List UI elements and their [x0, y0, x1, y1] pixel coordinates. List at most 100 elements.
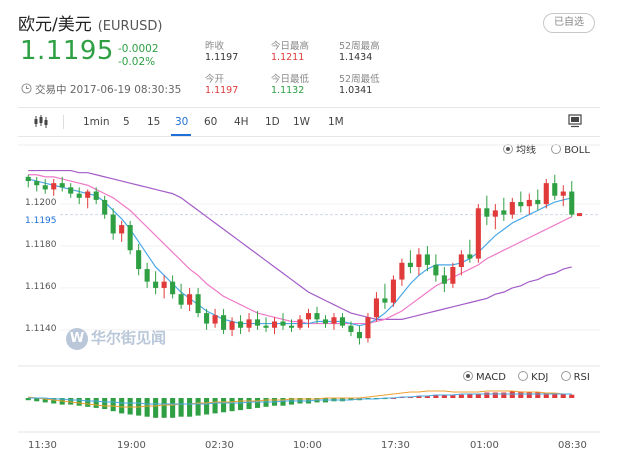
candle-body: [526, 199, 532, 207]
candle-body: [51, 183, 57, 190]
candle-body: [119, 225, 125, 234]
interval-tab-1min[interactable]: 1min: [83, 116, 110, 128]
candle-body: [543, 183, 549, 205]
macd-bar: [212, 398, 218, 414]
y-tick-label: 1.1180: [25, 240, 57, 251]
candle-body: [509, 202, 515, 215]
candlestick-icon[interactable]: [34, 115, 48, 128]
macd-bar: [569, 394, 575, 398]
macd-bar: [450, 394, 456, 398]
y-tick-label: 1.1200: [25, 198, 57, 209]
candle-body: [246, 319, 252, 328]
candle-body: [569, 191, 575, 215]
interval-tab-60[interactable]: 60: [204, 116, 218, 128]
candle-body: [365, 317, 371, 339]
macd-bar: [170, 398, 176, 418]
dea-line: [28, 393, 572, 405]
y-tick-label: 1.1140: [25, 323, 57, 334]
macd-bar: [51, 398, 57, 404]
x-tick-label: 19:00: [117, 440, 146, 451]
kdj-radio-dot: [518, 371, 529, 381]
rsi-radio[interactable]: RSI: [560, 371, 590, 383]
macd-bar: [518, 391, 524, 398]
current-price-label: 1.1195: [25, 216, 57, 226]
candle-body: [356, 331, 362, 339]
y-tick-label: 1.1160: [25, 281, 57, 292]
macd-bar: [187, 398, 193, 417]
macd-bar: [560, 393, 566, 398]
macd-bar: [552, 393, 558, 398]
trading-status-text: 交易中 2017-06-19 08:30:35: [35, 84, 182, 96]
clock-icon: [21, 83, 32, 94]
active-tab-underline: [171, 134, 191, 136]
macd-bar: [229, 398, 235, 412]
x-tick-label: 08:30: [558, 440, 587, 451]
interval-tab-5[interactable]: 5: [123, 116, 130, 128]
macd-bar: [119, 398, 125, 414]
indicator-legend: MACD KDJ RSI: [463, 371, 590, 383]
candle-body: [288, 325, 295, 328]
stat-value: 1.1434: [339, 52, 373, 63]
macd-bar: [178, 398, 184, 417]
rsi-label: RSI: [573, 372, 590, 383]
interval-tab-1w[interactable]: 1W: [293, 116, 311, 128]
x-tick-label: 11:30: [28, 440, 57, 451]
candle-body: [399, 262, 405, 280]
screenshot-icon[interactable]: [568, 114, 582, 128]
macd-bar: [246, 398, 252, 409]
kdj-radio[interactable]: KDJ: [518, 371, 548, 383]
favorite-button[interactable]: 已自选: [543, 13, 595, 33]
candle-body: [238, 321, 244, 328]
macd-bar: [382, 398, 388, 400]
candle-body: [433, 264, 439, 276]
candle-body: [331, 317, 337, 324]
instrument-title: 欧元/美元 (EURUSD): [18, 10, 162, 35]
candle-body: [441, 275, 447, 284]
macd-bar: [102, 398, 108, 409]
candle-body: [348, 325, 354, 332]
stat-value: 1.0341: [339, 85, 373, 96]
stat-label: 52周最低: [339, 74, 380, 85]
watermark: W 华尔街见闻: [66, 327, 166, 350]
candle-body: [178, 294, 184, 305]
dif-line: [28, 390, 572, 408]
interval-tab-1m[interactable]: 1M: [328, 116, 344, 128]
macd-radio[interactable]: MACD: [463, 371, 506, 383]
x-tick-label: 17:30: [381, 440, 410, 451]
macd-bar: [76, 398, 82, 406]
macd-bar: [433, 394, 439, 398]
macd-bar: [25, 398, 31, 401]
candle-body: [263, 325, 269, 328]
candle-body: [450, 266, 456, 284]
trading-status: 交易中 2017-06-19 08:30:35: [21, 82, 181, 97]
interval-tab-15[interactable]: 15: [147, 116, 161, 128]
instrument-name: 欧元/美元: [18, 15, 92, 35]
stat-label: 今日最低: [271, 74, 310, 85]
candle-body: [271, 321, 278, 328]
interval-tab-1d[interactable]: 1D: [265, 116, 280, 128]
candle-body: [339, 317, 346, 326]
candle-body: [221, 315, 227, 330]
macd-bar: [416, 395, 422, 398]
candle-body: [535, 199, 541, 205]
candle-body: [229, 321, 235, 330]
candle-body: [467, 254, 473, 259]
candle-body: [127, 225, 133, 251]
candle-body: [552, 183, 558, 196]
macd-bar: [458, 394, 464, 398]
macd-bar: [68, 398, 74, 405]
interval-tab-30[interactable]: 30: [175, 116, 189, 128]
macd-bar: [475, 393, 481, 398]
candle-body: [390, 279, 396, 303]
candle-body: [475, 208, 481, 259]
macd-bar: [144, 398, 150, 417]
ma-mid-line: [28, 174, 573, 325]
macd-bar: [492, 392, 498, 398]
candle-body: [416, 254, 422, 267]
candle-body: [501, 210, 507, 215]
logo-icon: W: [66, 327, 88, 350]
interval-tab-4h[interactable]: 4H: [234, 116, 249, 128]
macd-bar: [543, 392, 549, 398]
candle-body: [144, 269, 150, 282]
